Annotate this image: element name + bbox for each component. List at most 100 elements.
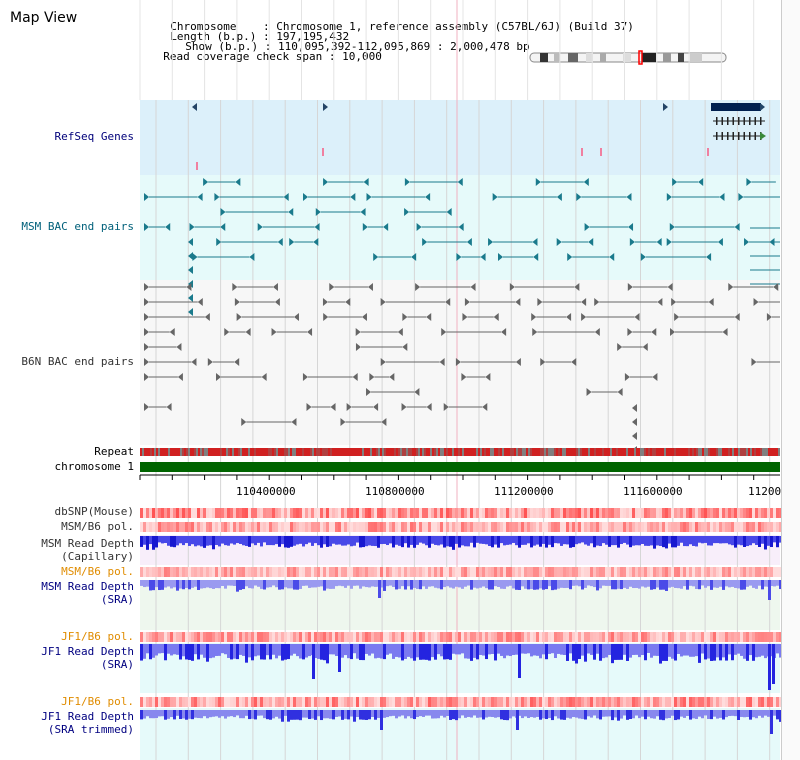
chromosome-ideogram[interactable]	[528, 50, 730, 66]
heat-cell	[152, 508, 155, 518]
heat-cell	[302, 508, 305, 518]
heat-cell	[476, 567, 479, 577]
heat-cell	[503, 632, 506, 642]
heat-cell	[494, 522, 497, 532]
heat-cell	[368, 567, 371, 577]
track-label-b6n-bac[interactable]: B6N BAC end pairs	[21, 355, 134, 368]
heat-cell	[143, 632, 146, 642]
heat-cell	[665, 522, 668, 532]
heat-cell	[245, 508, 248, 518]
heat-cell	[215, 567, 218, 577]
heat-cell	[182, 522, 185, 532]
repeat-segment	[382, 448, 384, 456]
heat-cell	[233, 632, 236, 642]
heat-cell	[323, 522, 326, 532]
heat-cell	[743, 632, 746, 642]
heat-cell	[539, 697, 542, 707]
heat-cell	[215, 697, 218, 707]
heat-cell	[683, 522, 686, 532]
heat-cell	[623, 697, 626, 707]
repeat-segment	[580, 448, 582, 456]
heat-cell	[371, 522, 374, 532]
heat-cell	[773, 567, 776, 577]
repeat-segment	[516, 448, 518, 456]
heat-cell	[152, 567, 155, 577]
heat-cell	[275, 632, 278, 642]
heat-cell	[443, 697, 446, 707]
heat-cell	[494, 697, 497, 707]
heat-cell	[470, 632, 473, 642]
heat-cell	[632, 567, 635, 577]
heat-cell	[191, 567, 194, 577]
heat-cell	[518, 522, 521, 532]
vertical-scrollbar[interactable]	[781, 0, 800, 760]
heat-cell	[572, 567, 575, 577]
repeat-segment	[390, 448, 392, 456]
heat-cell	[197, 522, 200, 532]
heat-cell	[167, 508, 170, 518]
heat-cell	[734, 632, 737, 642]
heat-cell	[665, 567, 668, 577]
heat-cell	[353, 567, 356, 577]
heat-cell	[467, 567, 470, 577]
track-label-msm-b6-pol-2[interactable]: MSM/B6 pol.	[61, 565, 134, 578]
repeat-segment	[552, 448, 554, 456]
heat-cell	[437, 632, 440, 642]
heat-cell	[173, 508, 176, 518]
repeat-segment	[288, 448, 290, 456]
heat-cell	[638, 632, 641, 642]
track-label-msm-depth-cap-1[interactable]: MSM Read Depth	[41, 537, 134, 550]
heat-cell	[716, 697, 719, 707]
chromosome-key: Chromosome	[170, 20, 237, 33]
heat-cell	[563, 522, 566, 532]
heat-cell	[635, 522, 638, 532]
heat-cell	[179, 632, 182, 642]
heat-cell	[335, 632, 338, 642]
track-label-dbsnp[interactable]: dbSNP(Mouse)	[54, 505, 134, 518]
track-label-msm-bac[interactable]: MSM BAC end pairs	[21, 220, 134, 233]
heat-cell	[611, 632, 614, 642]
track-label-msm-depth-sra-1[interactable]: MSM Read Depth	[41, 580, 134, 593]
repeat-segment	[634, 448, 636, 456]
heat-cell	[263, 567, 266, 577]
track-label-jf1-b6-pol-2[interactable]: JF1/B6 pol.	[61, 695, 134, 708]
heat-cell	[203, 567, 206, 577]
track-label-jf1-depth-trim-1[interactable]: JF1 Read Depth	[41, 710, 134, 723]
heat-cell	[533, 697, 536, 707]
heat-cell	[149, 522, 152, 532]
repeat-segment	[198, 448, 200, 456]
heat-cell	[653, 567, 656, 577]
heat-cell	[689, 508, 692, 518]
heat-cell	[140, 697, 143, 707]
repeat-segment	[498, 448, 500, 456]
heat-cell	[200, 508, 203, 518]
heat-cell	[620, 697, 623, 707]
repeat-segment	[180, 448, 182, 456]
heat-cell	[653, 697, 656, 707]
track-label-msm-b6-pol-1[interactable]: MSM/B6 pol.	[61, 520, 134, 533]
repeat-segment	[208, 448, 210, 456]
heat-cell	[503, 522, 506, 532]
heat-cell	[608, 522, 611, 532]
repeat-segment	[238, 448, 240, 456]
heat-cell	[680, 567, 683, 577]
heat-cell	[188, 508, 191, 518]
heat-cell	[296, 522, 299, 532]
heat-cell	[476, 522, 479, 532]
heat-cell	[776, 567, 779, 577]
heat-cell	[659, 508, 662, 518]
repeat-segment	[150, 448, 152, 456]
heat-cell	[308, 567, 311, 577]
heat-cell	[326, 522, 329, 532]
heat-cell	[617, 508, 620, 518]
heat-cell	[602, 522, 605, 532]
heat-cell	[167, 632, 170, 642]
heat-cell	[533, 567, 536, 577]
track-label-refseq[interactable]: RefSeq Genes	[54, 130, 134, 143]
heat-cell	[431, 508, 434, 518]
heat-cell	[275, 522, 278, 532]
show-key: Show (b.p.)	[185, 40, 259, 53]
track-label-jf1-b6-pol-1[interactable]: JF1/B6 pol.	[61, 630, 134, 643]
track-label-jf1-depth-sra-1[interactable]: JF1 Read Depth	[41, 645, 134, 658]
heat-cell	[236, 508, 239, 518]
